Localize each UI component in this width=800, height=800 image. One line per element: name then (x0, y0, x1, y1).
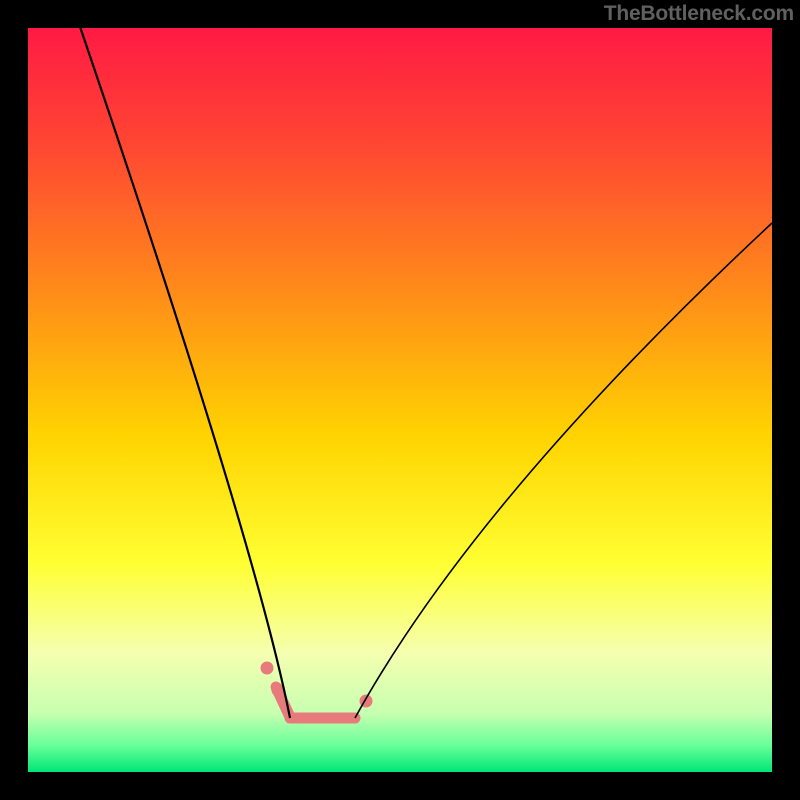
bottleneck-chart (0, 0, 800, 800)
plot-background (28, 28, 772, 772)
watermark-label: TheBottleneck.com (604, 2, 794, 26)
